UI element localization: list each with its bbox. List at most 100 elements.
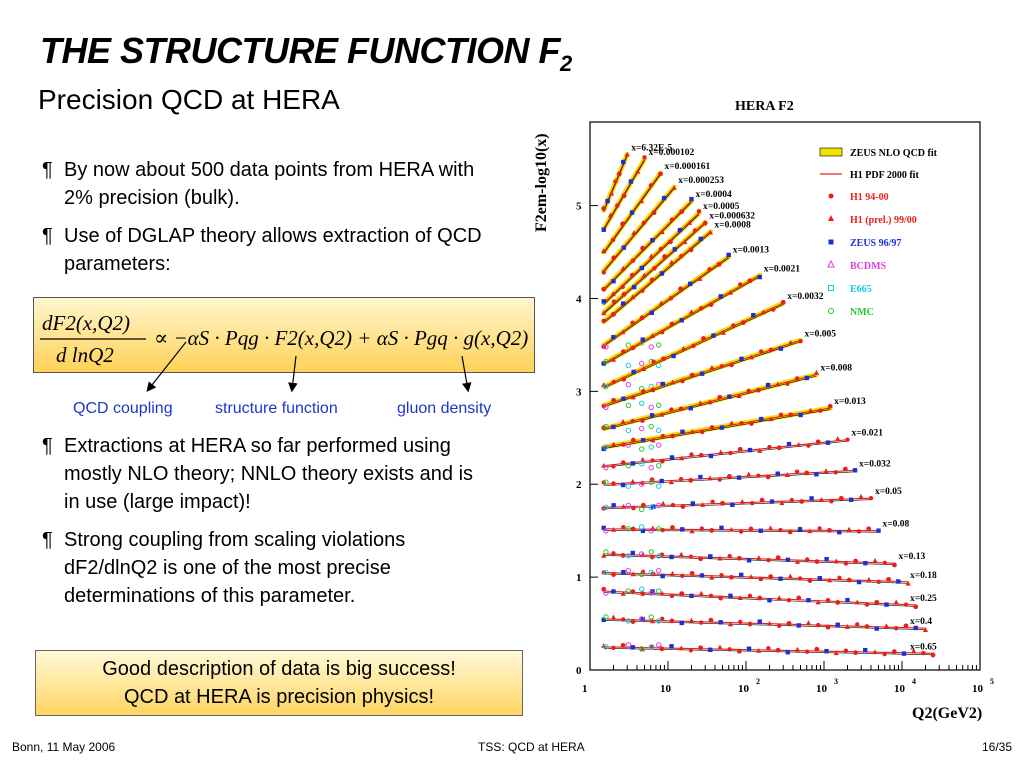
data-point-fixed-target <box>625 382 632 388</box>
data-point-h1-prel <box>833 650 839 656</box>
annotation-gluon-density: gluon density <box>397 400 492 417</box>
data-point-zeus <box>621 159 626 165</box>
data-point-h1 <box>620 553 626 558</box>
data-point-zeus <box>689 593 694 599</box>
data-point-h1 <box>610 237 616 242</box>
data-point-fixed-target <box>638 400 645 406</box>
data-point-h1 <box>829 499 834 504</box>
bullet-item: ¶ Extractions at HERA so far performed us… <box>42 432 492 516</box>
pilcrow-icon: ¶ <box>42 225 53 247</box>
data-point-h1 <box>758 576 764 582</box>
data-point-h1-prel <box>669 570 676 576</box>
data-point-h1 <box>688 554 694 559</box>
data-point-zeus <box>621 569 626 575</box>
data-point-zeus <box>804 375 809 381</box>
data-point-zeus <box>672 247 677 252</box>
data-point-zeus <box>817 575 822 581</box>
data-point-h1 <box>804 470 810 476</box>
x-tick-exponent: 4 <box>912 677 916 686</box>
data-point-h1 <box>842 466 848 472</box>
data-point-h1 <box>778 412 784 417</box>
data-point-h1 <box>737 446 743 452</box>
series-label: x=0.032 <box>859 459 891 469</box>
data-point-h1-prel <box>746 471 752 477</box>
data-point-h1 <box>886 576 891 582</box>
data-point-h1-prel <box>601 552 607 558</box>
data-point-h1-prel <box>807 528 813 534</box>
data-point-h1 <box>649 277 655 283</box>
zeus-fit-line <box>603 499 871 510</box>
data-point-h1-prel <box>768 416 774 422</box>
data-point-h1 <box>818 408 823 413</box>
data-point-fixed-target <box>638 425 645 432</box>
data-point-h1 <box>817 526 822 531</box>
series-label: x=0.000253 <box>678 176 724 186</box>
data-point-h1-prel <box>650 437 656 443</box>
data-point-h1 <box>775 647 781 653</box>
data-point-zeus <box>863 560 868 566</box>
data-point-h1 <box>707 267 712 272</box>
data-point-fixed-target <box>625 402 632 408</box>
data-point-zeus <box>679 620 684 626</box>
data-point-h1-prel <box>779 500 785 506</box>
annotation-qcd-coupling: QCD coupling <box>73 400 173 417</box>
data-point-zeus <box>669 644 674 649</box>
data-point-h1-prel <box>766 620 773 626</box>
data-point-h1 <box>689 570 695 576</box>
data-point-h1-prel <box>601 382 607 387</box>
data-point-fixed-target <box>656 588 662 594</box>
data-point-h1 <box>669 217 675 222</box>
data-point-h1-prel <box>630 294 636 300</box>
data-point-zeus <box>631 369 636 375</box>
data-point-h1-prel <box>854 599 860 605</box>
data-point-fixed-target <box>648 528 654 534</box>
data-point-h1-prel <box>729 420 735 426</box>
data-point-h1-prel <box>620 329 626 335</box>
data-point-h1-prel <box>709 574 715 580</box>
data-point-h1 <box>708 302 714 308</box>
data-point-zeus <box>835 622 840 627</box>
data-point-h1 <box>630 418 635 424</box>
data-point-fixed-target <box>625 502 632 509</box>
conclusion-line: QCD at HERA is precision physics! <box>123 686 435 708</box>
zeus-fit-line <box>603 620 926 631</box>
data-point-h1 <box>731 323 736 328</box>
data-point-h1 <box>804 649 810 654</box>
data-point-h1-prel <box>649 618 656 624</box>
data-point-h1 <box>866 526 872 532</box>
data-point-h1 <box>689 372 695 378</box>
legend-swatch-triangle <box>828 215 834 221</box>
data-point-zeus <box>601 361 606 366</box>
data-point-h1-prel <box>680 345 687 351</box>
data-point-h1 <box>727 553 732 559</box>
data-point-h1-prel <box>796 442 802 447</box>
data-point-fixed-target <box>638 616 645 622</box>
footer-center: TSS: QCD at HERA <box>478 740 585 754</box>
data-point-zeus <box>757 274 762 280</box>
data-point-h1 <box>748 526 754 532</box>
series-label: x=0.021 <box>851 429 883 439</box>
data-point-h1 <box>903 623 909 629</box>
data-point-fixed-target <box>625 567 632 574</box>
data-point-h1-prel <box>815 599 821 605</box>
data-point-h1 <box>856 529 862 534</box>
data-point-h1 <box>882 651 887 657</box>
series-label: x=0.000102 <box>649 148 695 158</box>
series-label: x=0.000161 <box>664 162 710 172</box>
data-point-zeus <box>718 294 723 299</box>
data-point-fixed-target <box>656 402 662 408</box>
data-point-h1 <box>621 442 626 447</box>
data-point-h1 <box>718 595 724 601</box>
data-point-h1-prel <box>748 574 754 579</box>
data-point-zeus <box>688 406 693 411</box>
data-point-h1-prel <box>787 573 793 579</box>
data-point-h1-prel <box>707 229 714 235</box>
data-point-zeus <box>913 625 918 631</box>
data-point-h1-prel <box>922 627 929 633</box>
data-point-fixed-target <box>603 444 609 450</box>
data-point-zeus <box>786 441 792 447</box>
data-point-h1 <box>689 452 694 457</box>
series-label: x=0.000632 <box>709 211 755 221</box>
data-point-zeus <box>630 461 636 466</box>
data-point-fixed-target <box>648 644 654 650</box>
